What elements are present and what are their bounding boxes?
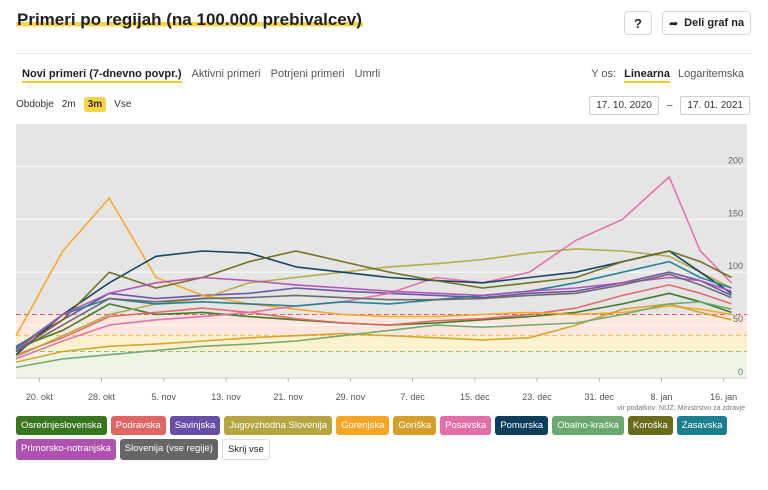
hide-all-button[interactable]: Skrij vse [221, 439, 270, 460]
period-all-button[interactable]: Vse [114, 99, 132, 110]
tab-confirmed-cases[interactable]: Potrjeni primeri [270, 68, 345, 80]
x-tick-label: 15. dec [460, 392, 490, 402]
date-separator: – [666, 100, 673, 111]
y-tick-label: 0 [738, 367, 743, 377]
legend-item-savinjska[interactable]: Savinjska [169, 416, 221, 435]
share-arrow-icon: ➦ [668, 17, 679, 30]
tab-deaths[interactable]: Umrli [354, 68, 381, 80]
y-tick-label: 50 [733, 314, 743, 324]
line-chart: 0 50 100 150 200 20. okt 28. okt 5. nov 13. nov 2… [15, 124, 747, 412]
y-tick-label: 200 [728, 155, 743, 165]
x-tick-label: 5. nov [151, 392, 176, 402]
x-tick-label: 23. dec [522, 392, 552, 402]
x-tick-label: 21. nov [273, 392, 303, 402]
legend-item-osrednjeslovenska[interactable]: Osrednjeslovenska [16, 416, 107, 435]
x-tick-label: 29. nov [336, 392, 366, 402]
period-2m-button[interactable]: 2m [61, 99, 76, 110]
series-line-obalno-kra-ka [15, 301, 732, 369]
tab-active-cases[interactable]: Aktivni primeri [191, 68, 261, 80]
share-button[interactable]: ➦ Deli graf na [662, 11, 751, 35]
legend-item-primorsko-notranjska[interactable]: Primorsko-notranjska [16, 439, 116, 460]
legend-item-gorenjska[interactable]: Gorenjska [336, 416, 390, 435]
legend-item-obalno-kra-ka[interactable]: Obalno-kraška [552, 416, 624, 435]
x-tick-label: 28. okt [88, 392, 116, 402]
y-axis-label: Y os: [591, 68, 617, 80]
legend-item-zasavska[interactable]: Zasavska [676, 416, 728, 435]
x-tick-label: 31. dec [584, 392, 614, 402]
header-divider [16, 53, 752, 54]
series-line-zasavska [15, 260, 732, 350]
series-line-gori-ka [15, 303, 732, 363]
x-tick-label: 16. jan [710, 392, 737, 402]
tab-new-cases[interactable]: Novi primeri (7-dnevno povpr.) [22, 68, 182, 83]
help-button[interactable]: ? [624, 11, 652, 35]
chart-legend: Osrednjeslovenska Podravska Savinjska Jugov… [16, 416, 746, 460]
period-selector: Obdobje 2m 3m Vse [16, 97, 135, 112]
metric-tabs: Novi primeri (7-dnevno povpr.) Aktivni p… [22, 68, 380, 83]
y-axis-log-button[interactable]: Logaritemska [677, 68, 744, 80]
y-tick-label: 150 [728, 208, 743, 218]
x-tick-label: 13. nov [211, 392, 241, 402]
period-label: Obdobje [16, 99, 54, 110]
date-from-input[interactable]: 17. 10. 2020 [589, 96, 659, 115]
series-line-podravska [15, 284, 732, 356]
y-tick-label: 100 [728, 261, 743, 271]
date-to-input[interactable]: 17. 01. 2021 [680, 96, 750, 115]
share-label: Deli graf na [684, 17, 745, 29]
band-green [16, 351, 747, 378]
series-line-slovenija-vse-regije- [15, 273, 732, 353]
legend-item-koro-ka[interactable]: Koroška [627, 416, 673, 435]
series-line-jugovzhodna-slovenija [15, 248, 732, 358]
x-tick-label: 8. jan [650, 392, 672, 402]
legend-item-posavska[interactable]: Posavska [440, 416, 492, 435]
y-axis-toggle: Y os: Linearna Logaritemska [591, 68, 744, 83]
legend-item-podravska[interactable]: Podravska [110, 416, 166, 435]
legend-item-jugovzhodna-slovenija[interactable]: Jugovzhodna Slovenija [224, 416, 333, 435]
x-tick-label: 20. okt [26, 392, 54, 402]
x-tick-label: 7. dec [400, 392, 425, 402]
series-line-posavska [15, 176, 732, 360]
legend-item-slovenija-vse-regije-[interactable]: Slovenija (vse regije) [119, 439, 218, 460]
series-line-koro-ka [15, 250, 732, 353]
data-source-note: vir podatkov: NIJZ, Ministrstvo za zdrav… [617, 405, 745, 412]
page-title: Primeri po regijah (na 100.000 prebivalc… [16, 10, 363, 29]
band-orange [16, 335, 747, 352]
period-3m-button[interactable]: 3m [83, 97, 107, 112]
legend-item-gori-ka[interactable]: Goriška [393, 416, 437, 435]
legend-item-pomurska[interactable]: Pomurska [495, 416, 549, 435]
date-range: 17. 10. 2020 – 17. 01. 2021 [589, 96, 750, 115]
y-axis-linear-button[interactable]: Linearna [624, 68, 670, 83]
